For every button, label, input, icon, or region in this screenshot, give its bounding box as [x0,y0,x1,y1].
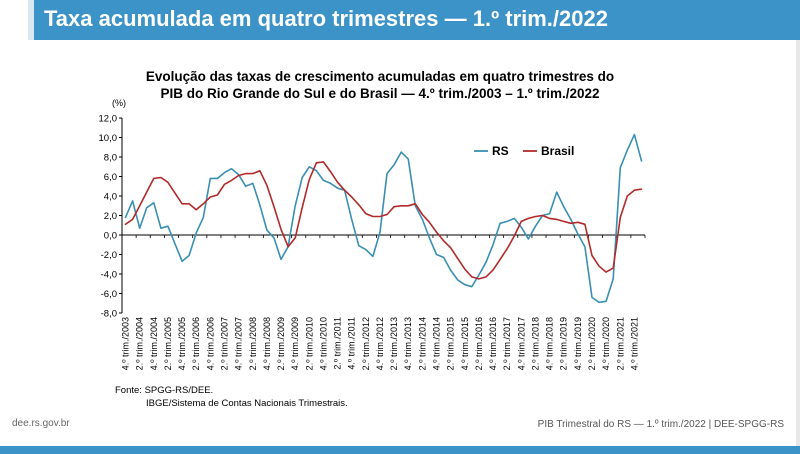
x-tick-label: 2.º trim./2009 [276,317,286,370]
header-bar: Taxa acumulada em quatro trimestres — 1.… [0,0,800,40]
x-tick-label: 4.º trim./2012 [375,317,385,370]
footer-credit: PIB Trimestral do RS — 1.º trim./2022 | … [537,419,784,430]
x-tick-label: 2.º trim./2017 [502,317,512,370]
y-tick-label: -2,0 [101,250,117,261]
chart-title-line-2: PIB do Rio Grande do Sul e do Brasil — 4… [160,86,600,101]
x-tick-label: 2.º trim./2007 [219,317,229,370]
line-chart: (%) 12,0 10,0 8,0 6,0 4,0 2,0 0,0 -2,0 -4,0 -6,0 -8… [99,98,646,370]
y-tick-label: 6,0 [104,172,117,183]
x-tick-label: 4.º trim./2004 [149,317,159,370]
page-title: Taxa acumulada em quatro trimestres — 1.… [44,6,608,31]
legend-label-brasil: Brasil [541,144,574,158]
x-tick-label: 2.º trim./2013 [389,317,399,370]
x-tick-label: 4.º trim./2020 [601,317,611,370]
x-tick-label: 2.º trim./2020 [587,317,597,370]
x-tick-label: 2.º trim./2015 [446,317,456,370]
x-tick-label: 4.º trim./2009 [290,317,300,370]
x-tick-label: 2.º trim./2018 [530,317,540,370]
source-line-1: Fonte: SPGG-RS/DEE. [115,385,214,396]
series-line-brasil [124,161,643,280]
x-tick-label: 4.º trim./2014 [432,317,442,370]
y-tick-label: 10,0 [99,133,118,144]
chart-title-line-1: Evolução das taxas de crescimento acumul… [145,69,615,84]
x-tick-label: 4.º trim./2021 [629,317,639,370]
y-tick-label: 4,0 [104,192,117,203]
x-tick-label: 2.º trim./2011 [333,317,343,370]
y-tick-label: 0,0 [104,231,117,242]
x-tick-label: 2.º trim./2005 [163,317,173,370]
y-tick-label: 8,0 [104,153,117,164]
x-tick-label: 4.º trim./2019 [573,317,583,370]
x-tick-label: 4.º trim./2011 [347,317,357,370]
footer-bar [0,446,800,454]
x-tick-label: 4.º trim./2006 [205,317,215,370]
x-tick-label: 4.º trim./2017 [516,317,526,370]
x-tick-label: 2.º trim./2014 [417,317,427,370]
x-tick-label: 4.º trim./2016 [488,317,498,370]
x-tick-label: 4.º trim./2005 [177,317,187,370]
x-tick-label: 2.º trim./2019 [559,317,569,370]
header-accent [0,0,34,40]
x-tick-label: 4.º trim./2018 [545,317,555,370]
x-tick-label: 4.º trim./2015 [460,317,470,370]
y-axis-unit-label: (%) [112,98,126,108]
x-tick-label: 2.º trim./2008 [248,317,258,370]
y-tick-label: -6,0 [101,289,117,300]
x-tick-label: 2.º trim./2021 [615,317,625,370]
x-tick-label: 4.º trim./2007 [234,317,244,370]
x-tick-label: 2.º trim./2006 [191,317,201,370]
x-tick-label: 4.º trim./2010 [318,317,328,370]
footer-site: dee.rs.gov.br [12,418,70,429]
x-tick-label: 2.º trim./2016 [474,317,484,370]
series-line-rs [124,133,643,304]
chart-title: Evolução das taxas de crescimento acumul… [60,68,700,102]
x-tick-label: 2.º trim./2004 [135,317,145,370]
x-tick-label: 2.º trim./2010 [304,317,314,370]
x-tick-label: 2.º trim./2012 [361,317,371,370]
y-tick-label: -8,0 [101,309,117,320]
x-tick-label: 4.º trim./2003 [121,317,131,370]
x-tick-label: 4.º trim./2008 [262,317,272,370]
y-tick-label: -4,0 [101,270,117,281]
source-line-2: IBGE/Sistema de Contas Nacionais Trimest… [146,398,348,409]
right-edge [796,40,800,446]
legend-label-rs: RS [492,144,509,158]
y-tick-label: 2,0 [104,211,117,222]
x-tick-label: 4.º trim./2013 [403,317,413,370]
y-tick-label: 12,0 [99,114,118,125]
source-note: Fonte: SPGG-RS/DEE. IBGE/Sistema de Cont… [115,384,348,410]
